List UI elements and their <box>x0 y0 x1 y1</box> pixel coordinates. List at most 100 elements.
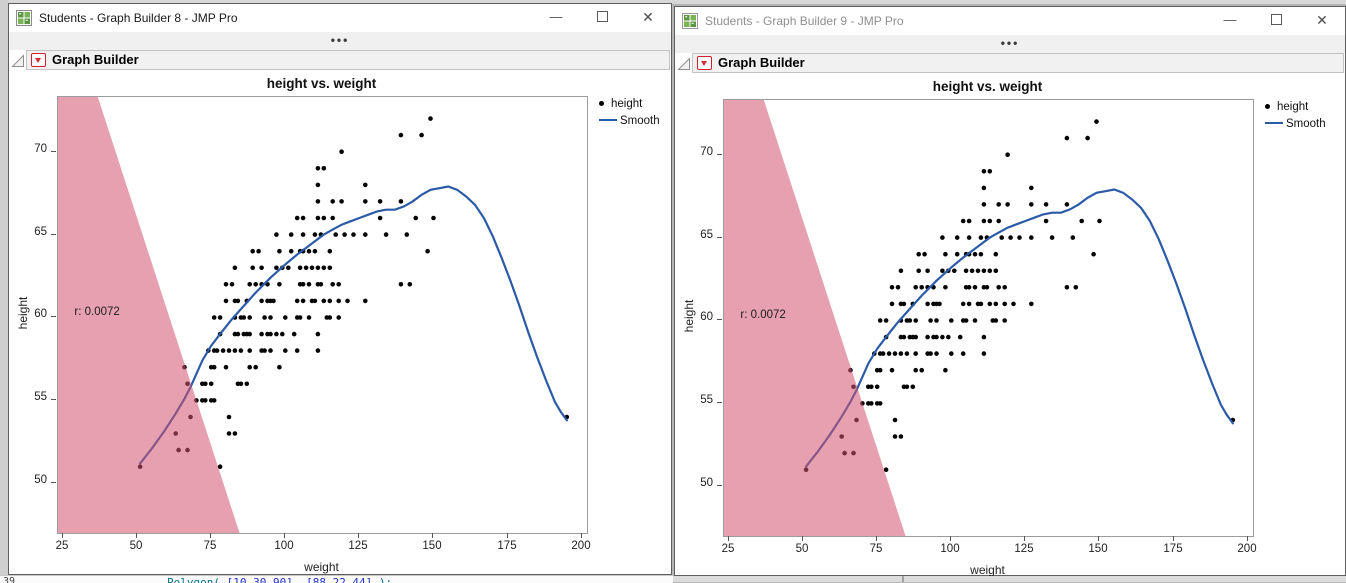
y-tick-mark <box>51 234 56 235</box>
graph-builder-title: Graph Builder <box>52 52 139 67</box>
x-tick-mark <box>62 533 63 538</box>
x-axis-label[interactable]: weight <box>970 563 1005 577</box>
x-tick-label: 25 <box>55 540 69 552</box>
y-tick-mark <box>51 151 56 152</box>
y-axis-label[interactable]: height <box>16 296 30 330</box>
x-tick-mark <box>950 536 951 541</box>
scatter-points[interactable] <box>803 119 1236 473</box>
minimize-button[interactable]: — <box>549 9 563 24</box>
maximize-icon <box>1270 14 1282 26</box>
x-tick-label: 175 <box>1163 543 1183 555</box>
x-tick-label: 50 <box>795 543 809 555</box>
minimize-button[interactable]: — <box>1223 12 1237 27</box>
x-tick-mark <box>507 533 508 538</box>
background-window-sliver-top <box>0 0 1346 4</box>
x-tick-label: 200 <box>571 540 591 552</box>
disclosure-triangle-icon[interactable] <box>677 57 691 71</box>
x-tick-label: 150 <box>422 540 442 552</box>
y-axis-label[interactable]: height <box>682 299 696 333</box>
y-tick-label: 60 <box>34 308 47 320</box>
y-tick-label: 60 <box>700 311 713 323</box>
x-tick-label: 200 <box>1237 543 1257 555</box>
report-content: height vs. weight r: 0.0072 25 50 75 100 125… <box>675 75 1345 577</box>
legend-item-height[interactable]: height <box>1265 101 1326 118</box>
smooth-curve[interactable] <box>804 188 1234 468</box>
scatter-plot-area[interactable]: r: 0.0072 <box>57 96 588 534</box>
correlation-annotation[interactable]: r: 0.0072 <box>74 306 119 318</box>
legend-item-height[interactable]: height <box>599 98 660 115</box>
y-tick-mark <box>717 485 722 486</box>
jmp-table-icon <box>682 13 698 29</box>
grip-dots-icon: ••• <box>1000 36 1020 50</box>
legend-item-smooth[interactable]: Smooth <box>1265 118 1326 135</box>
scatter-points[interactable] <box>137 116 570 470</box>
window-graph-builder-8: Students - Graph Builder 8 - JMP Pro — ✕… <box>8 3 672 575</box>
report-header-row: Graph Builder <box>675 53 1345 75</box>
script-code-line: Polygon( [10 30 90], [88 22 44] ); <box>167 576 393 583</box>
graph-builder-header[interactable]: Graph Builder <box>692 53 1344 73</box>
x-tick-mark <box>1247 536 1248 541</box>
x-tick-label: 125 <box>1014 543 1034 555</box>
x-tick-label: 175 <box>497 540 517 552</box>
disclosure-triangle-icon[interactable] <box>11 54 25 68</box>
correlation-annotation[interactable]: r: 0.0072 <box>740 309 785 321</box>
toolbar-grip[interactable]: ••• <box>675 35 1345 54</box>
x-tick-mark <box>876 536 877 541</box>
y-tick-label: 70 <box>34 143 47 155</box>
y-tick-label: 65 <box>700 229 713 241</box>
red-triangle-menu-button[interactable] <box>697 56 712 70</box>
x-tick-mark <box>358 533 359 538</box>
x-tick-mark <box>136 533 137 538</box>
y-tick-mark <box>717 154 722 155</box>
x-tick-mark <box>728 536 729 541</box>
legend-dot-icon <box>1265 104 1270 109</box>
scatter-plot-svg: r: 0.0072 <box>724 100 1236 536</box>
report-header-row: Graph Builder <box>9 50 671 72</box>
title-bar[interactable]: Students - Graph Builder 9 - JMP Pro — ✕ <box>675 7 1345 36</box>
x-tick-mark <box>581 533 582 538</box>
x-tick-label: 100 <box>274 540 294 552</box>
graph-builder-title: Graph Builder <box>718 55 805 70</box>
y-tick-label: 55 <box>34 391 47 403</box>
red-triangle-menu-button[interactable] <box>31 53 46 67</box>
toolbar-grip[interactable]: ••• <box>9 32 671 51</box>
legend-line-icon <box>599 119 617 121</box>
window-graph-builder-9: Students - Graph Builder 9 - JMP Pro — ✕… <box>674 6 1346 577</box>
background-sliver-bottom-right <box>673 576 1346 582</box>
y-tick-label: 50 <box>700 477 713 489</box>
jmp-table-icon <box>16 10 32 26</box>
x-tick-label: 75 <box>203 540 217 552</box>
maximize-button[interactable] <box>579 4 625 32</box>
x-axis-label[interactable]: weight <box>304 560 339 574</box>
legend-item-smooth[interactable]: Smooth <box>599 115 660 132</box>
y-tick-label: 50 <box>34 474 47 486</box>
y-tick-mark <box>717 319 722 320</box>
window-title: Students - Graph Builder 9 - JMP Pro <box>705 14 904 28</box>
script-line-number: 39 <box>3 576 16 583</box>
legend-line-icon <box>1265 122 1283 124</box>
x-tick-mark <box>1173 536 1174 541</box>
legend: height Smooth <box>599 98 660 132</box>
close-button[interactable]: ✕ <box>642 9 654 25</box>
x-tick-label: 25 <box>721 543 735 555</box>
graph-builder-header[interactable]: Graph Builder <box>26 50 670 70</box>
close-button[interactable]: ✕ <box>1316 12 1328 28</box>
x-tick-label: 75 <box>869 543 883 555</box>
smooth-curve[interactable] <box>138 185 568 465</box>
x-tick-mark <box>432 533 433 538</box>
maximize-button[interactable] <box>1253 7 1299 35</box>
scatter-plot-svg: r: 0.0072 <box>58 97 570 533</box>
x-tick-label: 50 <box>129 540 143 552</box>
x-tick-mark <box>1024 536 1025 541</box>
annotation-polygon[interactable] <box>724 100 922 536</box>
y-tick-label: 70 <box>700 146 713 158</box>
annotation-polygon[interactable] <box>58 97 256 533</box>
report-content: height vs. weight r: 0.0072 25 50 75 100 125… <box>9 72 671 574</box>
x-tick-mark <box>284 533 285 538</box>
x-tick-label: 125 <box>348 540 368 552</box>
chart-title: height vs. weight <box>266 76 377 91</box>
chart-title: height vs. weight <box>932 79 1043 94</box>
x-tick-label: 100 <box>940 543 960 555</box>
title-bar[interactable]: Students - Graph Builder 8 - JMP Pro — ✕ <box>9 4 671 33</box>
scatter-plot-area[interactable]: r: 0.0072 <box>723 99 1254 537</box>
